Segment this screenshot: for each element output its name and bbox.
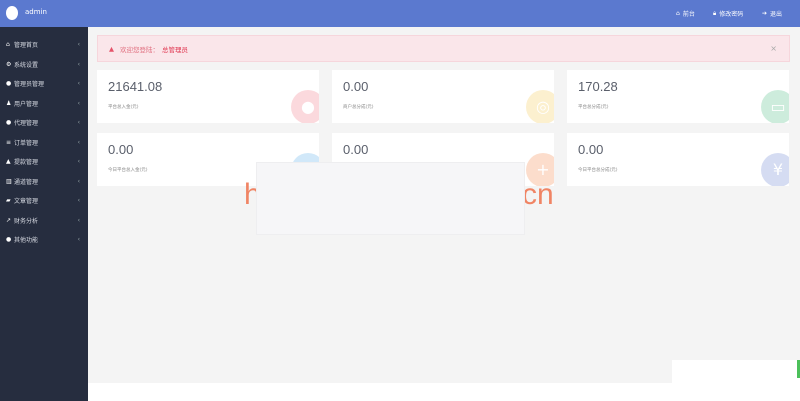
sidebar-item-label: 系统设置 <box>14 61 39 69</box>
home-icon: ⌂ <box>676 10 680 17</box>
footer-area-right <box>672 360 800 401</box>
chevron-left-icon: ‹ <box>77 138 80 146</box>
sidebar-item[interactable]: ● 代理管理 ‹ <box>0 113 88 133</box>
float-tab[interactable] <box>797 360 800 378</box>
stat-card: 0.00 今日平台总分成(元) ¥ <box>567 133 789 186</box>
close-icon[interactable]: × <box>770 44 777 53</box>
stat-label: 今日平台总入金(元) <box>108 168 148 173</box>
user-circle-icon: ● <box>6 80 12 88</box>
gears-icon: ⚙ <box>6 60 12 68</box>
username: admin <box>25 8 47 16</box>
chevron-left-icon: ‹ <box>77 158 80 166</box>
stat-card: 0.00 商户总分成(元) ◎ <box>332 70 554 123</box>
change-password-label: 修改密码 <box>719 11 744 18</box>
sidebar-item[interactable]: ⌂ 管理首页 ‹ <box>0 35 88 55</box>
top-header: admin ⌂ 前台 🔒︎ 修改密码 ➔ 退出 <box>0 0 800 27</box>
sidebar-item[interactable]: ▲ 提款管理 ‹ <box>0 152 88 172</box>
book-icon: ▰ <box>6 197 11 205</box>
sidebar-item-label: 其他功能 <box>14 237 39 245</box>
stat-value: 0.00 <box>343 79 369 94</box>
sidebar-item[interactable]: ≡ 订单管理 ‹ <box>0 133 88 153</box>
sidebar-item-label: 订单管理 <box>14 139 39 147</box>
avatar[interactable] <box>6 6 18 20</box>
chevron-left-icon: ‹ <box>77 99 80 107</box>
users-icon: ♟ <box>6 99 12 107</box>
chevron-left-icon: ‹ <box>77 119 80 127</box>
home-icon: ⌂ <box>6 41 10 49</box>
sidebar-item[interactable]: ⚙ 系统设置 ‹ <box>0 55 88 75</box>
stat-label: 今日平台总分成(元) <box>578 168 618 173</box>
frontend-link[interactable]: ⌂ 前台 <box>676 9 695 18</box>
stat-card: 170.28 平台总分成(元) ▭ <box>567 70 789 123</box>
frontend-label: 前台 <box>682 11 695 18</box>
stat-card: 21641.08 平台总入金(元) ● <box>97 70 319 123</box>
footer-area <box>88 383 800 401</box>
coins-plus-icon: + <box>526 153 554 186</box>
chevron-left-icon: ‹ <box>77 80 80 88</box>
sidebar-item-label: 代理管理 <box>14 120 39 128</box>
chevron-left-icon: ‹ <box>77 177 80 185</box>
stat-label: 商户总分成(元) <box>343 105 374 110</box>
sidebar-item[interactable]: ● 管理员管理 ‹ <box>0 74 88 94</box>
sidebar-item[interactable]: ▰ 文章管理 ‹ <box>0 191 88 211</box>
sidebar-item-label: 文章管理 <box>14 198 39 206</box>
sidebar-item[interactable]: ↗ 财务分析 ‹ <box>0 211 88 231</box>
bank-icon: ▥ <box>6 177 12 185</box>
list-icon: ≡ <box>6 138 12 146</box>
alert-role: 总管理员 <box>162 45 188 54</box>
stat-value: 0.00 <box>343 142 369 157</box>
alert-text: 欢迎您登陆： <box>120 45 159 54</box>
coins-icon: ◎ <box>526 90 554 123</box>
sidebar-item-label: 提款管理 <box>14 159 39 167</box>
logout-link[interactable]: ➔ 退出 <box>762 9 782 18</box>
sidebar-item-label: 管理首页 <box>14 42 39 50</box>
logout-icon: ➔ <box>762 10 768 17</box>
chevron-left-icon: ‹ <box>77 60 80 68</box>
change-password-link[interactable]: 🔒︎ 修改密码 <box>713 9 744 19</box>
chevron-left-icon: ‹ <box>77 216 80 224</box>
sidebar-item[interactable]: ♟ 用户管理 ‹ <box>0 94 88 114</box>
warning-icon: ▲ <box>109 44 114 53</box>
agent-icon: ● <box>6 119 12 127</box>
money-bag-icon: ¥ <box>761 153 789 186</box>
stat-value: 170.28 <box>578 79 618 94</box>
logout-label: 退出 <box>770 11 783 18</box>
watermark-right: cn <box>522 178 554 211</box>
sidebar: ⌂ 管理首页 ‹ ⚙ 系统设置 ‹ ● 管理员管理 ‹ ♟ 用户管理 ‹ ● 代理管理 ‹ ≡ 订单管理 ‹ ▲ 提款… <box>0 27 88 401</box>
sidebar-item-label: 管理员管理 <box>14 81 45 89</box>
stat-value: 21641.08 <box>108 79 163 94</box>
sidebar-item[interactable]: ▥ 通道管理 ‹ <box>0 172 88 192</box>
sidebar-item-label: 通道管理 <box>14 178 39 186</box>
stat-label: 平台总分成(元) <box>578 105 609 110</box>
overlay-panel <box>256 162 525 235</box>
chevron-left-icon: ‹ <box>77 197 80 205</box>
chevron-left-icon: ‹ <box>77 236 80 244</box>
welcome-alert: ▲ 欢迎您登陆： 总管理员 × <box>97 35 790 62</box>
lock-icon: 🔒︎ <box>713 9 717 17</box>
card-icon: ▭ <box>761 90 789 123</box>
withdraw-icon: ▲ <box>6 158 11 166</box>
sidebar-item-label: 用户管理 <box>14 100 39 108</box>
stat-value: 0.00 <box>578 142 604 157</box>
piggy-bank-icon: ● <box>291 90 319 123</box>
sidebar-item-label: 财务分析 <box>14 217 39 225</box>
stat-value: 0.00 <box>108 142 134 157</box>
stat-label: 平台总入金(元) <box>108 105 139 110</box>
sidebar-item[interactable]: ● 其他功能 ‹ <box>0 230 88 250</box>
chevron-left-icon: ‹ <box>77 41 80 49</box>
misc-icon: ● <box>6 236 12 244</box>
chart-icon: ↗ <box>6 216 12 224</box>
